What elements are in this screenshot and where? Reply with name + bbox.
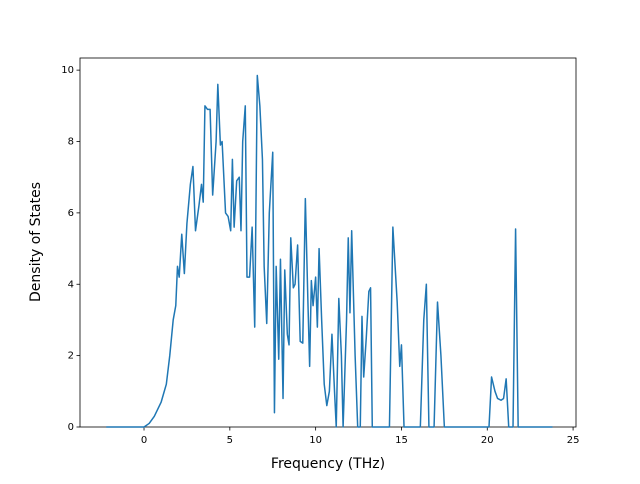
plot-frame xyxy=(79,57,577,428)
y-axis-label: Density of States xyxy=(28,182,44,302)
x-tick-label: 15 xyxy=(395,435,408,446)
y-tick-label: 0 xyxy=(68,422,74,433)
x-tick-label: 25 xyxy=(567,435,580,446)
x-axis-label: Frequency (THz) xyxy=(271,456,385,472)
x-tick-label: 10 xyxy=(309,435,322,446)
y-tick-label: 8 xyxy=(68,137,74,148)
x-tick-label: 5 xyxy=(227,435,233,446)
x-tick-label: 20 xyxy=(481,435,494,446)
y-tick-label: 10 xyxy=(61,65,74,76)
y-tick-label: 6 xyxy=(68,208,74,219)
dos-line xyxy=(106,74,553,428)
y-tick-label: 4 xyxy=(68,279,74,290)
y-tick-label: 2 xyxy=(68,351,74,362)
x-tick-label: 0 xyxy=(141,435,147,446)
